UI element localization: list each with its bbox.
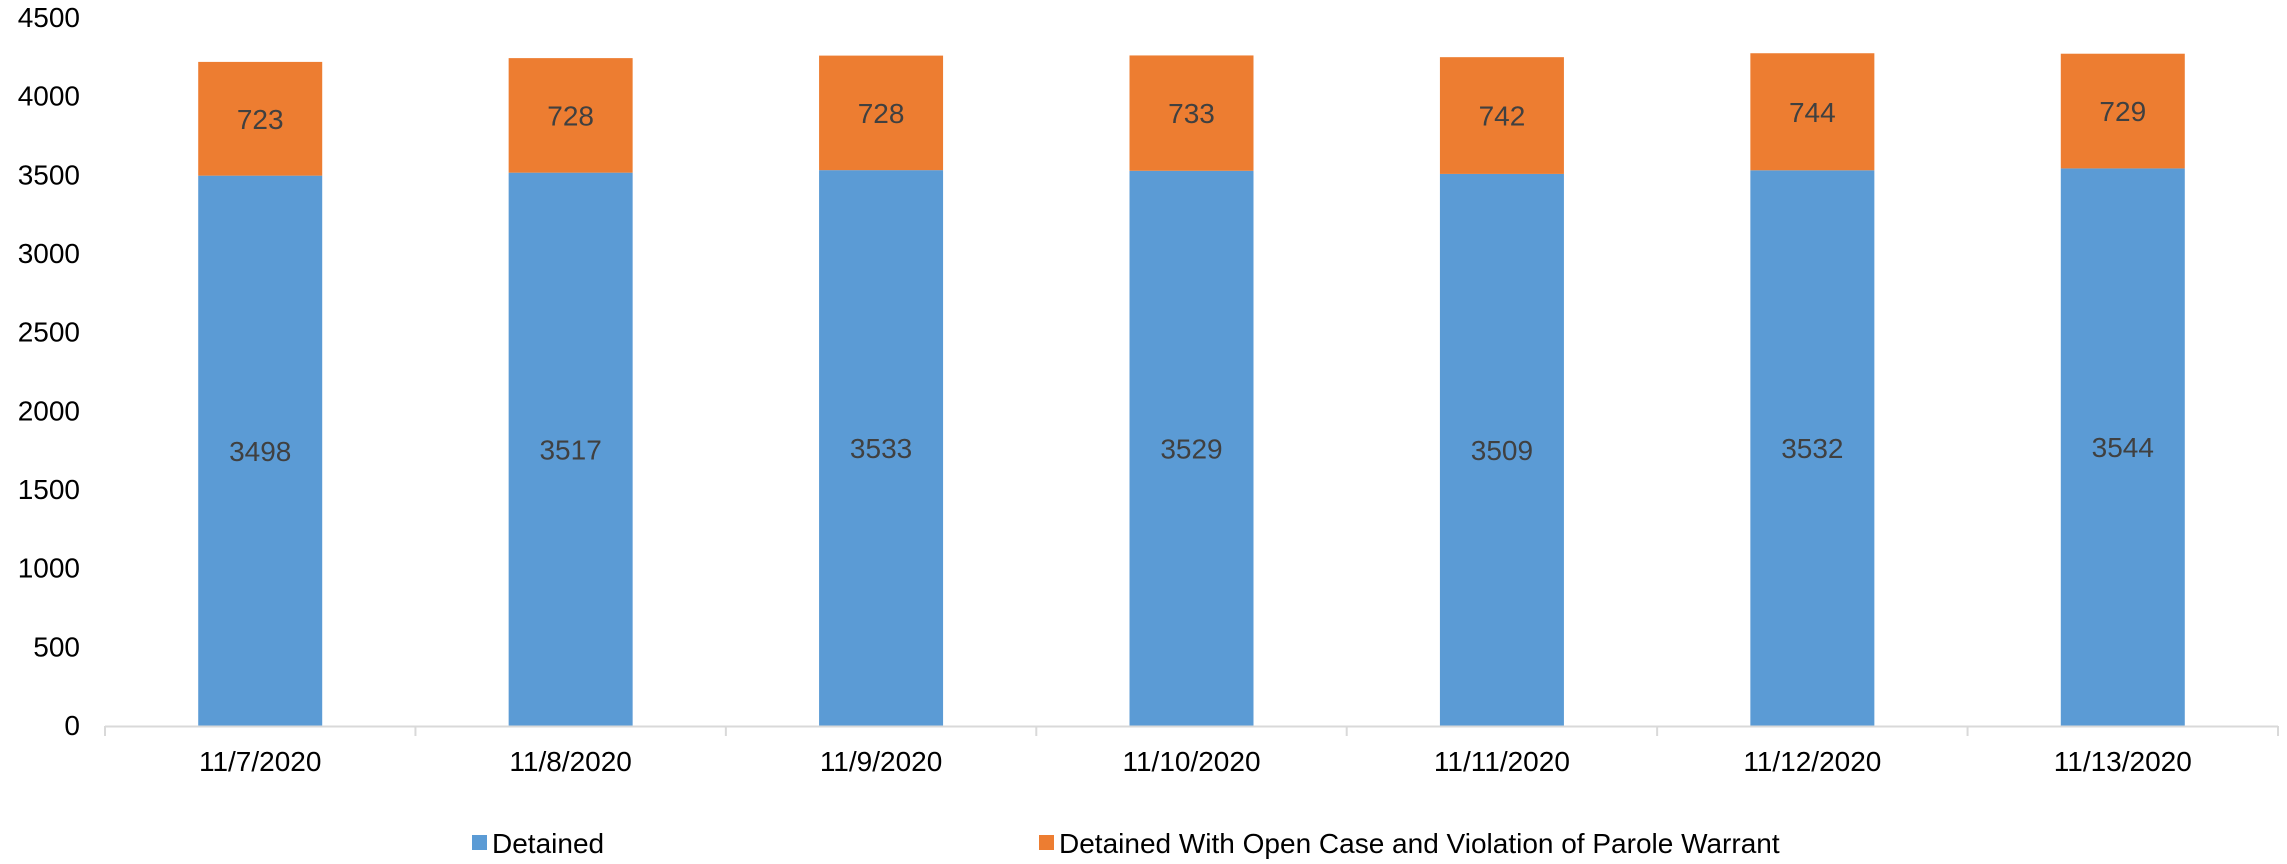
legend-label: Detained With Open Case and Violation of… <box>1059 828 1780 859</box>
data-label: 3533 <box>850 433 912 464</box>
y-tick-label: 1500 <box>18 474 80 505</box>
data-label: 728 <box>858 98 905 129</box>
y-tick-label: 0 <box>64 710 80 741</box>
data-label: 3544 <box>2092 432 2154 463</box>
bar-segment-detained <box>819 170 944 726</box>
y-tick-label: 4500 <box>18 2 80 33</box>
y-tick-label: 4000 <box>18 81 80 112</box>
data-label: 723 <box>237 104 284 135</box>
bar-segment-detained-open-case <box>819 55 944 171</box>
x-tick-label: 11/8/2020 <box>509 746 632 777</box>
legend-label: Detained <box>492 828 604 859</box>
data-label: 3509 <box>1471 435 1533 466</box>
y-axis-ticks: 0 500 1000 1500 2000 2500 3000 3500 4000 4500 <box>18 2 80 741</box>
bar-segment-detained-open-case <box>198 61 323 176</box>
bar-segment-detained-open-case <box>2060 53 2185 169</box>
bar-segment-detained-open-case <box>508 58 633 173</box>
x-tick-label: 11/9/2020 <box>820 746 943 777</box>
data-label: 742 <box>1479 101 1526 132</box>
data-label: 3517 <box>539 434 601 465</box>
y-tick-label: 1000 <box>18 553 80 584</box>
y-tick-label: 2500 <box>18 317 80 348</box>
bar-segment-detained <box>1129 170 1254 727</box>
legend: Detained Detained With Open Case and Viol… <box>472 828 1780 859</box>
x-tick-label: 11/7/2020 <box>199 746 322 777</box>
data-label: 728 <box>547 100 594 131</box>
data-label: 3532 <box>1781 433 1843 464</box>
data-label: 733 <box>1168 98 1215 129</box>
y-tick-label: 500 <box>33 631 80 662</box>
bar-segment-detained <box>1750 170 1875 727</box>
bars-group: 3498 723 3517 728 3533 728 3529 733 3509 742 3532 7… <box>198 53 2185 727</box>
x-tick-label: 11/13/2020 <box>2054 746 2192 777</box>
y-tick-label: 3000 <box>18 238 80 269</box>
y-tick-label: 2000 <box>18 395 80 426</box>
bar-segment-detained-open-case <box>1439 57 1564 174</box>
data-label: 3529 <box>1160 433 1222 464</box>
x-tick-label: 11/11/2020 <box>1434 746 1570 777</box>
bar-segment-detained <box>2060 168 2185 727</box>
x-tick-label: 11/10/2020 <box>1122 746 1260 777</box>
bar-segment-detained-open-case <box>1129 55 1254 171</box>
data-label: 3498 <box>229 436 291 467</box>
bar-segment-detained-open-case <box>1750 53 1875 171</box>
legend-swatch <box>1039 835 1054 850</box>
data-label: 744 <box>1789 97 1836 128</box>
bar-segment-detained <box>1439 173 1564 726</box>
bar-segment-detained <box>198 175 323 726</box>
y-tick-label: 3500 <box>18 159 80 190</box>
x-axis: 11/7/2020 11/8/2020 11/9/2020 11/10/2020 11/… <box>104 725 2279 777</box>
bar-segment-detained <box>508 172 633 726</box>
x-tick-label: 11/12/2020 <box>1743 746 1881 777</box>
data-label: 729 <box>2099 96 2146 127</box>
legend-swatch <box>472 835 487 850</box>
